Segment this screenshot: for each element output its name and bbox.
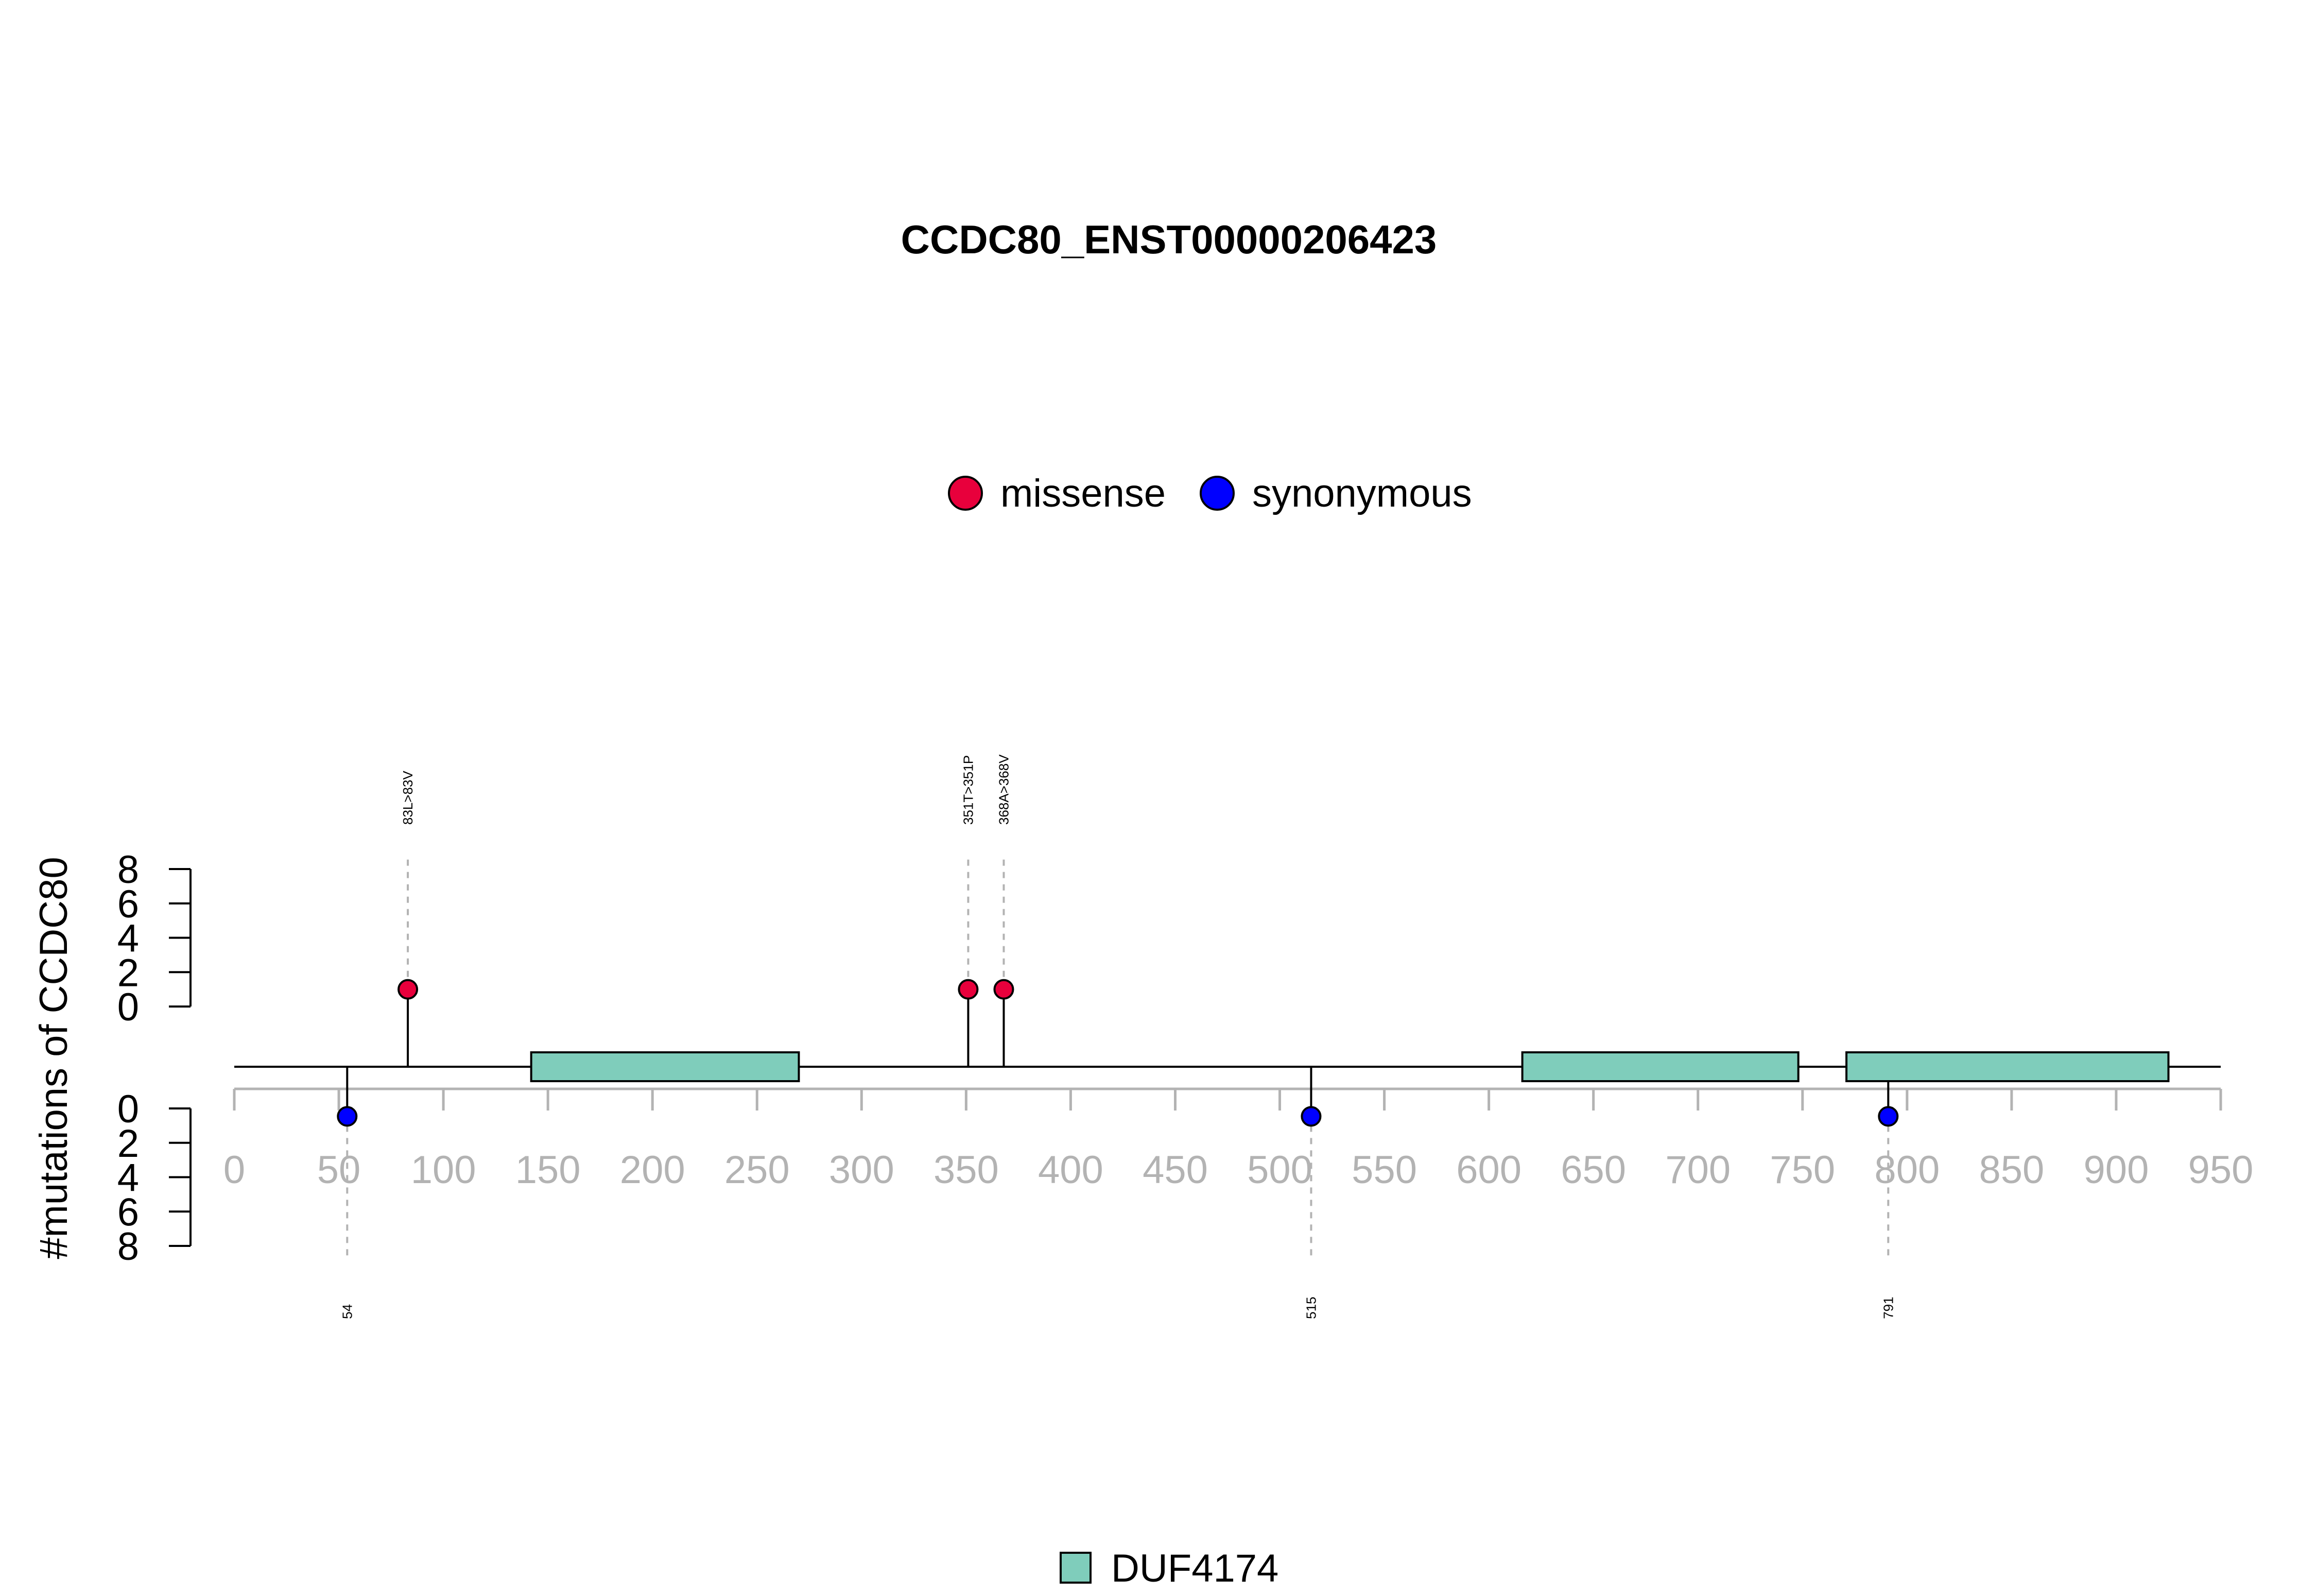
domain-box xyxy=(530,1051,800,1082)
lollipop-head-lower xyxy=(337,1106,358,1127)
x-tick-label: 900 xyxy=(2084,1148,2149,1192)
x-tick-label: 950 xyxy=(2188,1148,2254,1192)
mutation-type-legend: missense synonymous xyxy=(948,472,1472,515)
x-tick-label: 100 xyxy=(411,1148,476,1192)
mutation-label-lower: 791 xyxy=(1880,1297,1896,1319)
y-tick-label-upper: 8 xyxy=(117,848,139,892)
y-tick-label-upper: 0 xyxy=(117,985,139,1029)
x-tick-label: 0 xyxy=(223,1148,245,1192)
mutation-label-lower: 515 xyxy=(1303,1297,1319,1319)
y-axis-label: #mutations of CCDC80 xyxy=(32,857,76,1259)
x-tick-label: 350 xyxy=(933,1148,999,1192)
y-tick-label-lower: 6 xyxy=(117,1190,139,1234)
x-tick-label: 300 xyxy=(829,1148,894,1192)
legend-swatch-domain xyxy=(1060,1552,1092,1584)
x-tick-label: 700 xyxy=(1665,1148,1731,1192)
y-tick-label-lower: 8 xyxy=(117,1225,139,1269)
x-tick-label: 650 xyxy=(1561,1148,1626,1192)
domain-box xyxy=(1845,1051,2170,1082)
x-tick-label: 150 xyxy=(515,1148,581,1192)
lollipop-head-lower xyxy=(1878,1106,1899,1127)
x-tick-label: 450 xyxy=(1143,1148,1208,1192)
x-tick-label: 500 xyxy=(1247,1148,1312,1192)
x-tick-label: 250 xyxy=(724,1148,790,1192)
y-tick-label-lower: 0 xyxy=(117,1087,139,1131)
x-tick-label: 600 xyxy=(1456,1148,1521,1192)
x-tick-label: 550 xyxy=(1352,1148,1417,1192)
mutation-label-upper: 83L>83V xyxy=(400,771,416,825)
y-tick-label-upper: 2 xyxy=(117,951,139,995)
chart-title: CCDC80_ENST00000206423 xyxy=(901,217,1437,262)
lollipop-head-upper xyxy=(397,979,419,1000)
legend-label-synonymous: synonymous xyxy=(1252,472,1472,515)
lollipop-head-lower xyxy=(1301,1106,1322,1127)
x-tick-label: 850 xyxy=(1979,1148,2044,1192)
y-tick-label-lower: 2 xyxy=(117,1122,139,1166)
x-axis: 0 50 100 150 200 250 300 350 400 450 500 550 600 650 7… xyxy=(223,1087,2254,1192)
legend-swatch-missense xyxy=(948,476,983,511)
x-tick-label: 400 xyxy=(1038,1148,1103,1192)
domain-box xyxy=(1521,1051,1800,1082)
mutation-label-upper: 368A>368V xyxy=(996,754,1011,825)
mutation-lollipops xyxy=(337,979,1899,1127)
legend-swatch-synonymous xyxy=(1200,476,1235,511)
legend-label-domain: DUF4174 xyxy=(1111,1547,1278,1590)
protein-domains xyxy=(530,1051,2170,1082)
y-tick-label-lower: 4 xyxy=(117,1156,139,1200)
lollipop-head-upper xyxy=(958,979,979,1000)
mutation-labels: 83L>83V 351T>351P 368A>368V 54 515 791 xyxy=(339,754,1896,1319)
mutation-stems xyxy=(346,859,1890,1256)
x-tick-label: 200 xyxy=(620,1148,685,1192)
x-tick-label: 800 xyxy=(1874,1148,1940,1192)
legend-label-missense: missense xyxy=(1000,472,1166,515)
y-tick-label-upper: 6 xyxy=(117,882,139,926)
y-tick-label-upper: 4 xyxy=(117,917,139,961)
x-tick-label: 50 xyxy=(317,1148,361,1192)
mutation-label-lower: 54 xyxy=(339,1304,355,1319)
x-tick-label: 750 xyxy=(1770,1148,1835,1192)
mutation-label-upper: 351T>351P xyxy=(960,755,976,825)
lollipop-head-upper xyxy=(993,979,1014,1000)
domain-legend: DUF4174 xyxy=(1060,1547,1278,1590)
